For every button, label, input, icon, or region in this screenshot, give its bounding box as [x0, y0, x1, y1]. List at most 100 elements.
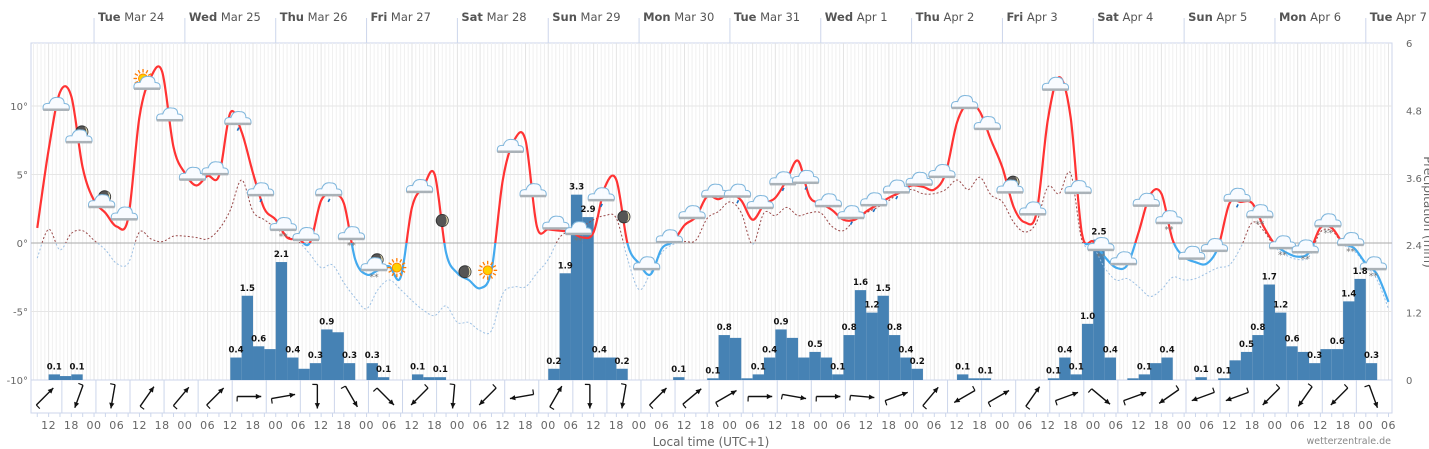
wind-arrow-icon [682, 388, 702, 409]
wind-arrow-head [800, 395, 807, 401]
rain-drop [236, 127, 240, 131]
precip-bar [673, 377, 685, 380]
hour-tick-label: 00 [177, 419, 192, 432]
precip-bar [1127, 378, 1139, 380]
sun-ray [482, 275, 486, 279]
cloud-base [1360, 267, 1387, 271]
wind-arrow-head [289, 392, 296, 398]
rain-icon [1223, 187, 1251, 208]
cloud-shape [224, 111, 252, 125]
rain-drop [895, 195, 899, 200]
day-label: Sun Apr 5 [1188, 10, 1247, 24]
wind-arrow-icon [139, 386, 155, 410]
snowflake: ** [1255, 220, 1265, 230]
precip-bar-label: 2.5 [1091, 228, 1106, 238]
wind-arrow-icon [1225, 387, 1249, 402]
precip-bar-label: 0.4 [1057, 346, 1072, 356]
wind-arrow-icon [74, 382, 84, 409]
cloud-shape [1314, 213, 1342, 227]
rain-icon [723, 183, 752, 204]
precip-bar [1059, 357, 1071, 380]
rain-icon [882, 179, 911, 200]
day-label: Tue Mar 31 [734, 10, 800, 24]
sun-ray [399, 259, 403, 263]
cloud-shape [633, 256, 661, 270]
cloud-base [860, 203, 887, 207]
precip-bar [309, 363, 322, 380]
hour-tick-label: 06 [109, 419, 124, 432]
wind-arrow-head [695, 388, 702, 395]
cloud-base [951, 106, 978, 110]
cloud-base [974, 127, 1001, 131]
cloud-icon [950, 95, 979, 110]
cloud-base [1133, 204, 1160, 207]
rain-drop [872, 208, 876, 213]
left-axis-tick: 10° [10, 102, 28, 113]
hour-tick-label: 12 [950, 419, 965, 432]
precip-bar [71, 374, 83, 380]
rain-drop [259, 198, 263, 203]
cloud-shape [87, 194, 116, 208]
wind-barb [1343, 383, 1349, 389]
cloud-shape [110, 206, 138, 220]
cloud-base [293, 238, 319, 242]
precip-bar [253, 346, 265, 380]
cloud-shape [1132, 192, 1160, 206]
moon-disc [435, 214, 449, 228]
wind-barb [1054, 400, 1058, 406]
precip-bar-label: 0.3 [342, 351, 357, 361]
sun-ray [145, 69, 149, 74]
precip-bar [1081, 323, 1094, 380]
moon-cloud-icon [996, 175, 1024, 194]
cloud-base [497, 150, 524, 153]
precip-bar [559, 273, 571, 380]
cloud-icon [496, 138, 525, 153]
precip-bar [900, 357, 912, 380]
wind-arrow-head [411, 399, 417, 405]
precip-bar [957, 374, 969, 380]
wind-barb [884, 400, 888, 406]
precip-bar [570, 194, 583, 380]
precip-bar [752, 374, 764, 380]
precip-bar [616, 368, 628, 380]
sun-ray [391, 259, 395, 263]
precip-bar-label: 1.5 [876, 284, 891, 294]
precip-bar [582, 217, 594, 380]
sun-disc [391, 262, 402, 273]
precip-bar-label: 1.0 [1080, 312, 1095, 322]
cloud-base [134, 87, 161, 90]
wind-barb [139, 405, 145, 410]
snowflake: ** [1346, 248, 1356, 258]
precip-bar [968, 378, 980, 380]
cloud-base [701, 195, 728, 198]
right-axis-tick: 4.8 [1406, 106, 1422, 117]
cloud-base [1042, 88, 1069, 91]
rain-drop [327, 198, 331, 203]
precip-bar-label: 0.1 [978, 366, 993, 376]
precip-bar [332, 332, 344, 380]
sun-ray [391, 272, 395, 277]
wind-arrow-icon [1364, 384, 1379, 409]
wind-barb [1275, 383, 1281, 389]
wind-arrow-icon [340, 385, 359, 408]
day-label-weekday: Thu [916, 10, 940, 24]
cloud-shape [723, 183, 752, 197]
sun-ray [388, 270, 392, 273]
cloud-base [1155, 221, 1182, 225]
day-label-weekday: Thu [280, 10, 304, 24]
precip-bar [343, 363, 356, 380]
day-label-date: Apr 4 [1119, 10, 1154, 24]
cloud-shape [996, 179, 1024, 193]
wind-arrow-icon [1262, 383, 1281, 406]
cloud-base [88, 205, 115, 209]
cloud-base [838, 216, 865, 220]
cloud-icon [1064, 179, 1092, 195]
rain-icon [860, 192, 888, 213]
hour-tick-label: 18 [700, 419, 715, 432]
precip-bar-label: 0.1 [1137, 362, 1152, 372]
cloud-base [520, 194, 547, 198]
day-label-date: Mar 28 [483, 10, 527, 24]
wind-barb [972, 385, 976, 391]
precip-bar [763, 357, 776, 380]
precip-bar [1365, 363, 1378, 380]
